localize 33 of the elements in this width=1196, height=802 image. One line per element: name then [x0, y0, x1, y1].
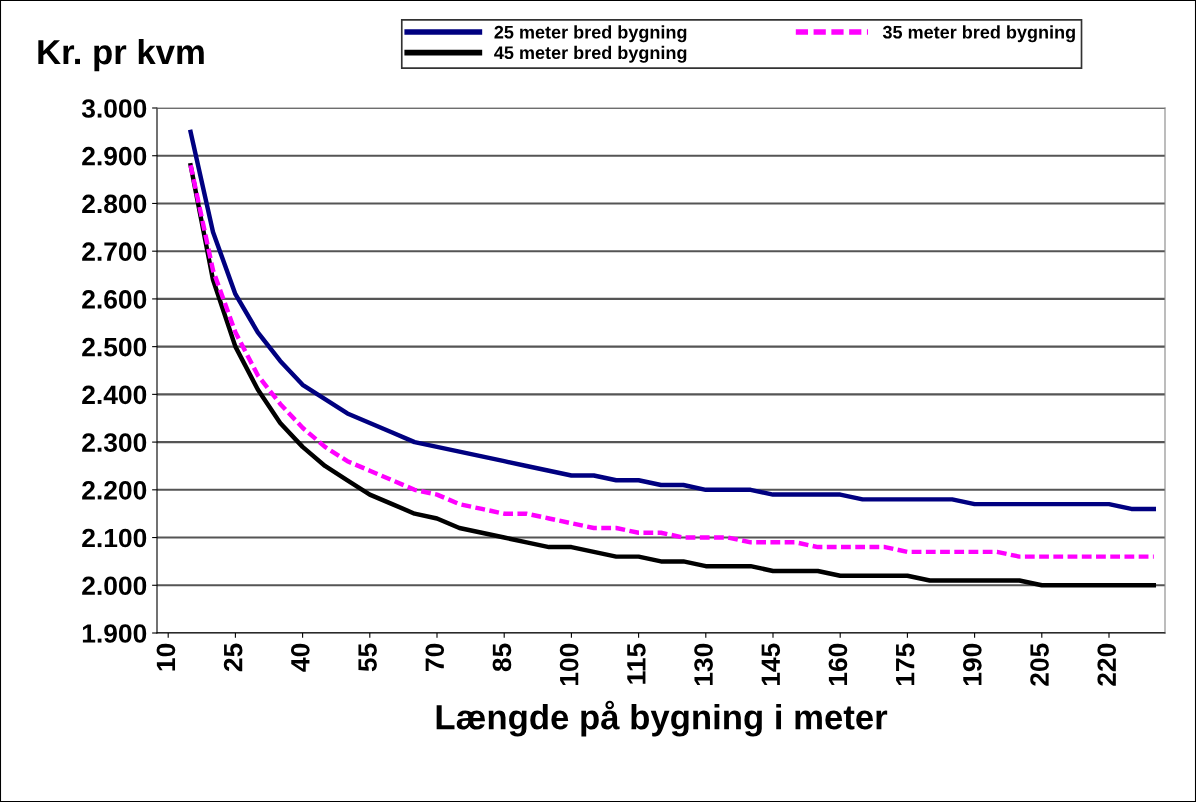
y-tick-label: 2.900: [82, 146, 147, 166]
y-tick-label: 2.500: [82, 337, 147, 357]
y-tick-label: 1.900: [82, 624, 147, 643]
y-tick-label: 2.100: [82, 528, 147, 548]
line-series: [188, 129, 1157, 512]
x-tick-label: 85: [492, 643, 512, 672]
x-tick-label: 160: [828, 643, 848, 686]
x-tick-label: 100: [559, 643, 579, 686]
x-tick-label: 190: [963, 643, 982, 686]
y-tick-label: 2.700: [82, 242, 147, 261]
y-tick-label: 2.800: [82, 194, 147, 214]
x-tick-label: 175: [896, 643, 915, 686]
x-axis-title: Længde på bygning i meter: [436, 700, 888, 737]
x-tick-label: 145: [761, 643, 781, 686]
x-tick-label: 40: [291, 643, 310, 672]
y-axis-title: Kr. pr kvm: [38, 38, 204, 72]
x-tick-label: 55: [358, 643, 377, 672]
x-tick-label: 220: [1097, 643, 1117, 686]
y-tick-label: 2.400: [82, 385, 147, 405]
x-tick-label: 10: [156, 643, 176, 671]
y-tick-label: 2.000: [82, 576, 147, 596]
x-tick-label: 70: [425, 643, 445, 671]
y-tick-label: 2.300: [82, 433, 147, 452]
x-tick-label: 25: [223, 643, 243, 672]
legend-label: 25 meter bred bygning: [494, 25, 687, 43]
legend-label: 35 meter bred bygning: [882, 25, 1075, 43]
x-tick-label: 205: [1030, 643, 1049, 686]
x-tick-label: 115: [627, 643, 646, 684]
legend-label: 45 meter bred bygning: [494, 45, 687, 63]
y-tick-label: 3.000: [81, 99, 147, 118]
y-tick-label: 2.200: [82, 480, 147, 500]
x-tick-label: 130: [694, 643, 713, 686]
y-tick-label: 2.600: [82, 290, 147, 309]
